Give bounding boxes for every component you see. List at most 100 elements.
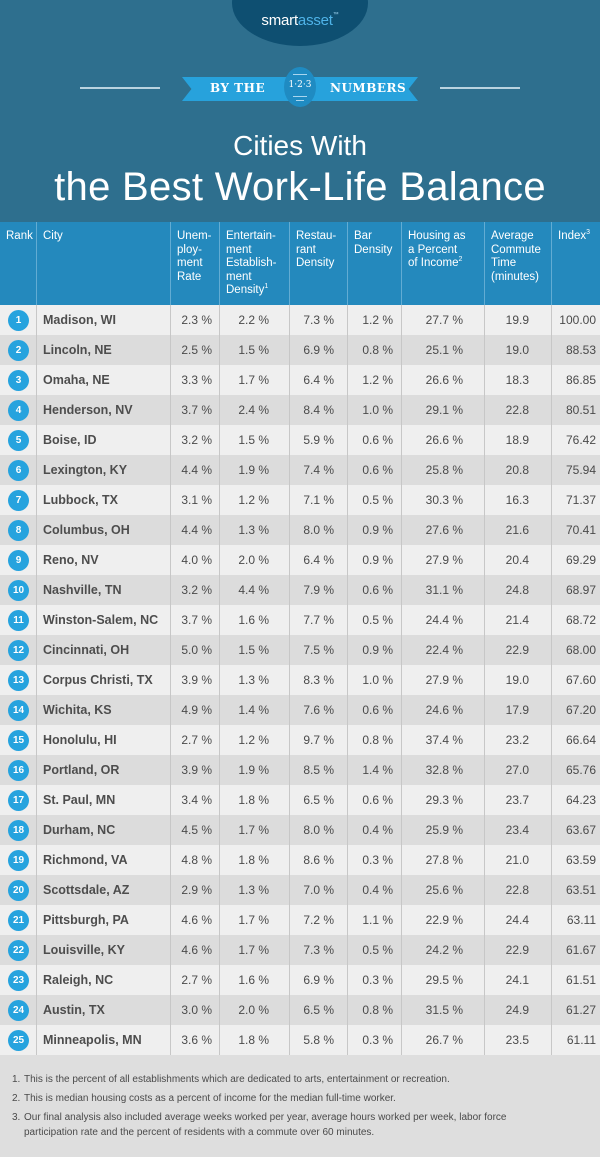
unemployment-cell: 3.7 % — [171, 605, 220, 635]
table-row: 3 Omaha, NE 3.3 % 1.7 % 6.4 % 1.2 % 26.6 % 18.3… — [0, 365, 600, 395]
hero-header: smartasset™ BY THE NUMBERS 1·2·3 Cities … — [0, 0, 600, 222]
footnote-text: This is the percent of all establishment… — [24, 1074, 450, 1085]
unemployment-cell: 3.0 % — [171, 995, 220, 1025]
entertainment-cell: 1.8 % — [220, 1025, 290, 1055]
bar-cell: 0.6 % — [348, 785, 402, 815]
city-cell: Reno, NV — [37, 545, 171, 575]
commute-cell: 22.9 — [485, 935, 552, 965]
column-header-text: Entertain- — [226, 230, 276, 242]
rank-badge: 17 — [8, 790, 29, 811]
rank-cell: 13 — [0, 665, 37, 695]
table-row: 8 Columbus, OH 4.4 % 1.3 % 8.0 % 0.9 % 27.6 % 2… — [0, 515, 600, 545]
banner-left-text: BY THE — [210, 81, 266, 95]
column-header-text: Commute — [491, 243, 541, 256]
rank-badge: 2 — [8, 340, 29, 361]
table-row: 24 Austin, TX 3.0 % 2.0 % 6.5 % 0.8 % 31.5 % 24… — [0, 995, 600, 1025]
index-cell: 68.97 — [565, 583, 596, 597]
logo-asset: asset — [297, 12, 333, 29]
city-cell: Richmond, VA — [37, 845, 171, 875]
housing-cell: 26.6 % — [402, 425, 485, 455]
restaurant-cell: 9.7 % — [290, 725, 348, 755]
rank-badge: 3 — [8, 370, 29, 391]
commute-cell: 24.9 — [485, 995, 552, 1025]
commute-cell: 24.1 — [485, 965, 552, 995]
city-cell: Nashville, TN — [37, 575, 171, 605]
bar-cell: 0.6 % — [348, 455, 402, 485]
housing-cell: 25.6 % — [402, 875, 485, 905]
unemployment-cell: 3.2 % — [171, 575, 220, 605]
entertainment-cell: 4.4 % — [220, 575, 290, 605]
unemployment-cell: 3.2 % — [171, 425, 220, 455]
column-header-text: a Percent — [408, 243, 458, 256]
rank-cell: 4 — [0, 395, 37, 425]
housing-cell: 25.8 % — [402, 455, 485, 485]
restaurant-cell: 7.3 % — [290, 935, 348, 965]
restaurant-cell: 6.5 % — [290, 995, 348, 1025]
index-cell: 63.51 — [565, 883, 596, 897]
restaurant-cell: 8.0 % — [290, 815, 348, 845]
bar-cell: 1.0 % — [348, 665, 402, 695]
column-header-text: ment — [177, 257, 203, 269]
rank-badge: 8 — [8, 520, 29, 541]
bar-cell: 1.0 % — [348, 395, 402, 425]
table-row: 15 Honolulu, HI 2.7 % 1.2 % 9.7 % 0.8 % 37.4 %… — [0, 725, 600, 755]
index-cell: 61.11 — [566, 1033, 596, 1047]
rank-badge: 12 — [8, 640, 29, 661]
commute-cell: 20.4 — [485, 545, 552, 575]
bar-cell: 0.9 % — [348, 545, 402, 575]
housing-cell: 25.1 % — [402, 335, 485, 365]
index-cell: 69.29 — [565, 553, 596, 567]
rank-badge: 5 — [8, 430, 29, 451]
index-cell: 88.53 — [565, 343, 596, 357]
rank-badge: 24 — [8, 1000, 29, 1021]
housing-cell: 27.7 % — [402, 305, 485, 335]
housing-cell: 27.6 % — [402, 515, 485, 545]
restaurant-cell: 8.3 % — [290, 665, 348, 695]
unemployment-cell: 3.3 % — [171, 365, 220, 395]
index-cell: 100.00 — [559, 313, 596, 327]
column-header-text: Housing as — [408, 230, 466, 242]
index-cell: 66.64 — [565, 733, 596, 747]
logo-trademark: ™ — [332, 12, 339, 18]
housing-cell: 22.9 % — [402, 905, 485, 935]
table-row: 14 Wichita, KS 4.9 % 1.4 % 7.6 % 0.6 % 24.6 % 1… — [0, 695, 600, 725]
rank-cell: 19 — [0, 845, 37, 875]
table-row: 12 Cincinnati, OH 5.0 % 1.5 % 7.5 % 0.9 % 22.4… — [0, 635, 600, 665]
rank-cell: 1 — [0, 305, 37, 335]
index-cell: 68.00 — [565, 643, 596, 657]
rank-cell: 20 — [0, 875, 37, 905]
housing-cell: 27.9 % — [402, 545, 485, 575]
city-cell: Cincinnati, OH — [37, 635, 171, 665]
column-header-housing-percent-income: Housing as a Percent of Income2 — [402, 222, 485, 305]
bar-cell: 0.6 % — [348, 575, 402, 605]
table-row: 5 Boise, ID 3.2 % 1.5 % 5.9 % 0.6 % 26.6 % 18.9… — [0, 425, 600, 455]
entertainment-cell: 1.6 % — [220, 605, 290, 635]
unemployment-cell: 3.4 % — [171, 785, 220, 815]
badge-line — [296, 100, 304, 101]
commute-cell: 18.9 — [485, 425, 552, 455]
table-row: 17 St. Paul, MN 3.4 % 1.8 % 6.5 % 0.6 % 29.3 %… — [0, 785, 600, 815]
rank-cell: 10 — [0, 575, 37, 605]
column-header-average-commute-time: Average Commute Time (minutes) — [485, 222, 552, 305]
table-row: 9 Reno, NV 4.0 % 2.0 % 6.4 % 0.9 % 27.9 % 20.4 6… — [0, 545, 600, 575]
restaurant-cell: 8.4 % — [290, 395, 348, 425]
column-header-text: Rank — [6, 230, 33, 242]
footnote-text: This is median housing costs as a percen… — [24, 1093, 396, 1104]
bar-cell: 0.8 % — [348, 725, 402, 755]
city-cell: Lincoln, NE — [37, 335, 171, 365]
table-body: 1 Madison, WI 2.3 % 2.2 % 7.3 % 1.2 % 27.7 % 19… — [0, 305, 600, 1055]
rank-cell: 16 — [0, 755, 37, 785]
housing-cell: 27.9 % — [402, 665, 485, 695]
rank-cell: 9 — [0, 545, 37, 575]
column-header-bar-density: Bar Density — [348, 222, 402, 305]
rank-badge: 11 — [8, 610, 29, 631]
commute-cell: 18.3 — [485, 365, 552, 395]
table-row: 6 Lexington, KY 4.4 % 1.9 % 7.4 % 0.6 % 25.8 %… — [0, 455, 600, 485]
smartasset-logo: smartasset™ — [232, 0, 368, 46]
restaurant-cell: 8.0 % — [290, 515, 348, 545]
banner-rule-left — [80, 87, 160, 89]
bar-cell: 0.9 % — [348, 635, 402, 665]
entertainment-cell: 2.0 % — [220, 995, 290, 1025]
entertainment-cell: 1.4 % — [220, 695, 290, 725]
entertainment-cell: 1.5 % — [220, 635, 290, 665]
